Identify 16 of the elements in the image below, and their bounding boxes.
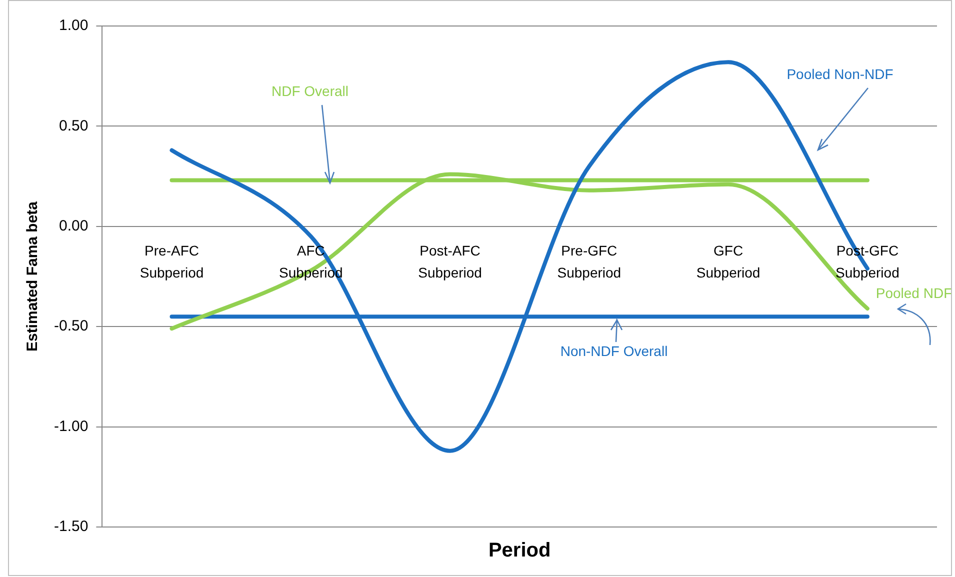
x-axis-title: Period	[488, 540, 551, 562]
x-tick-label: GFC Subperiod	[696, 242, 760, 280]
y-tick-label: -1.00	[54, 418, 88, 435]
y-tick-label: -0.50	[54, 318, 88, 335]
y-tick-label: -1.50	[54, 518, 88, 536]
series-label: Pooled Non-NDF	[786, 66, 894, 82]
x-tick-label: Post-AFC Subperiod	[418, 242, 482, 280]
series-label: Non-NDF Overall	[560, 342, 668, 359]
text: NDF Overall	[271, 82, 349, 99]
series-label: Pooled NDF	[876, 284, 952, 301]
y-tick-label: 1.00	[58, 17, 88, 34]
x-tick-label: Pre-AFC Subperiod	[140, 242, 204, 280]
y-tick-label: 0.50	[58, 117, 88, 134]
y-tick-label: 0.00	[58, 218, 88, 235]
x-tick-label: Pre-GFC Subperiod	[557, 242, 622, 280]
y-axis-title: Estimated Fama beta	[24, 200, 42, 352]
